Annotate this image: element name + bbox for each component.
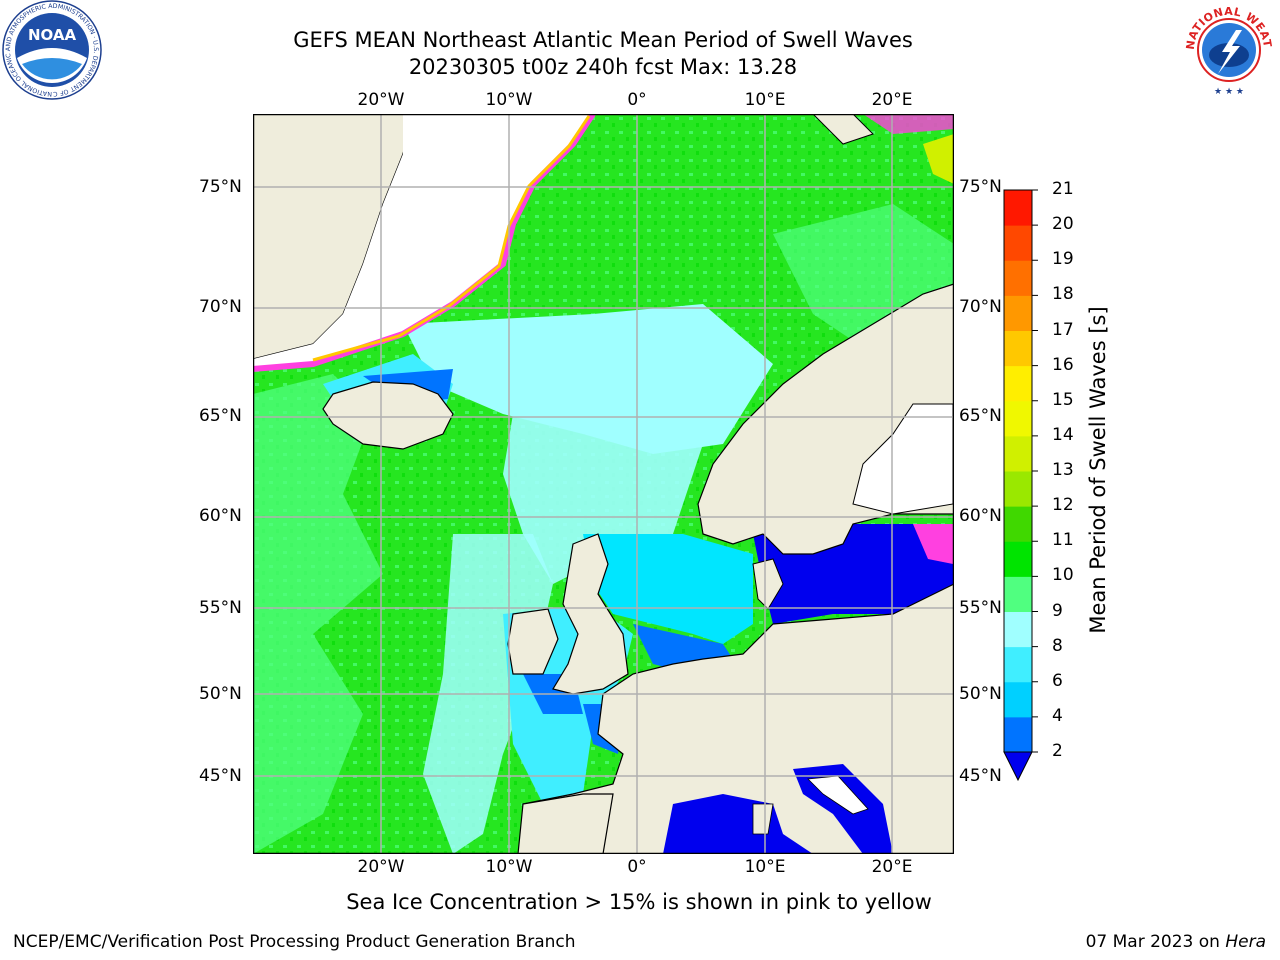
colorbar-tick-label: 8 — [1052, 635, 1063, 656]
colorbar-bin — [1004, 646, 1032, 683]
map-panel — [252, 112, 955, 855]
lon-label-bottom-0: 0° — [627, 857, 647, 877]
lon-label-top-0: 0° — [627, 90, 647, 110]
chart-title: GEFS MEAN Northeast Atlantic Mean Period… — [293, 28, 913, 52]
colorbar-bin — [1004, 611, 1032, 648]
colorbar-tick-label: 17 — [1052, 319, 1074, 340]
colorbar-tick-label: 11 — [1052, 530, 1074, 551]
colorbar-title: Mean Period of Swell Waves [s] — [1086, 306, 1110, 634]
map-gridlines — [253, 114, 954, 854]
lat-label-right-45n: 45°N — [959, 766, 1002, 786]
lat-label-right-75n: 75°N — [959, 177, 1002, 197]
colorbar-bin — [1004, 435, 1032, 472]
lon-label-top-20e: 20°E — [871, 90, 913, 110]
lat-label-right-55n: 55°N — [959, 598, 1002, 618]
date-stamp: 07 Mar 2023 on Hera — [1086, 932, 1266, 952]
colorbar-bin — [1004, 225, 1032, 261]
colorbar-tick-label: 2 — [1052, 741, 1063, 761]
colorbar-tick-label: 4 — [1052, 705, 1063, 726]
mediterranean-swell — [663, 794, 813, 854]
great-britain-land — [552, 533, 629, 695]
lat-label-left-55n: 55°N — [199, 598, 242, 618]
lon-label-top-20w: 20°W — [357, 90, 405, 110]
lat-label-right-65n: 65°N — [959, 406, 1002, 426]
lat-label-left-50n: 50°N — [199, 684, 242, 704]
lat-label-left-70n: 70°N — [199, 297, 242, 317]
lon-label-bottom-20w: 20°W — [357, 857, 405, 877]
colorbar-bin — [1004, 365, 1032, 402]
colorbar-bin — [1004, 716, 1032, 753]
colorbar-tick-label: 19 — [1052, 249, 1074, 270]
iberia-land — [517, 793, 614, 855]
map-frame — [252, 113, 955, 855]
colorbar-bin — [1004, 471, 1032, 507]
iceland-land — [322, 381, 454, 450]
north-sea-swell — [583, 534, 753, 644]
colorbar-tick-label: 6 — [1052, 670, 1063, 691]
lon-label-bottom-10e: 10°E — [744, 857, 786, 877]
colorbar-bin — [1004, 541, 1032, 577]
colorbar — [1000, 186, 1040, 786]
colorbar-tick-label: 13 — [1052, 460, 1074, 480]
colorbar-bin — [1004, 295, 1032, 331]
noaa-logo: NOAA NATIONAL OCEANIC AND ATMOSPHERIC AD… — [0, 0, 104, 100]
lat-label-left-60n: 60°N — [199, 506, 242, 526]
lon-label-top-10e: 10°E — [744, 90, 786, 110]
colorbar-tick-label: 10 — [1052, 565, 1074, 586]
nws-logo: NATIONAL WEATHER SERVICE ★ ★ ★ — [1173, 0, 1280, 100]
colorbar-bin — [1004, 681, 1032, 718]
colorbar-tick-label: 18 — [1052, 284, 1074, 305]
lat-label-right-60n: 60°N — [959, 506, 1002, 526]
colorbar-tick-label: 20 — [1052, 214, 1074, 235]
lat-label-left-65n: 65°N — [199, 406, 242, 426]
lon-label-bottom-10w: 10°W — [485, 857, 533, 877]
date-prefix: 07 Mar 2023 on — [1085, 932, 1226, 952]
colorbar-bin — [1004, 330, 1032, 367]
colorbar-tick-label: 21 — [1052, 179, 1074, 199]
colorbar-tick-label: 15 — [1052, 389, 1074, 410]
credit-text: NCEP/EMC/Verification Post Processing Pr… — [13, 932, 576, 952]
lat-label-left-45n: 45°N — [199, 766, 242, 786]
colorbar-bin — [1004, 576, 1032, 612]
colorbar-bin — [1004, 400, 1032, 437]
lat-label-left-75n: 75°N — [199, 177, 242, 197]
lon-label-bottom-20e: 20°E — [871, 857, 913, 877]
lat-label-right-70n: 70°N — [959, 297, 1002, 317]
svg-text:★ ★ ★: ★ ★ ★ — [1214, 87, 1244, 97]
colorbar-bin — [1004, 190, 1032, 226]
lon-label-top-10w: 10°W — [485, 90, 533, 110]
sea-ice-area — [253, 114, 593, 369]
colorbar-tick-label: 9 — [1052, 600, 1063, 621]
colorbar-tick-label: 16 — [1052, 354, 1074, 375]
chart-subtitle: 20230305 t00z 240h fcst Max: 13.28 — [408, 55, 798, 79]
svg-text:NOAA: NOAA — [28, 26, 77, 44]
host-name: Hera — [1225, 932, 1266, 952]
lat-label-right-50n: 50°N — [959, 684, 1002, 704]
ireland-land — [507, 608, 559, 675]
colorbar-bin — [1004, 506, 1032, 542]
colorbar-tick-label: 12 — [1052, 495, 1074, 516]
colorbar-under-arrow — [1003, 751, 1033, 782]
colorbar-bin — [1004, 260, 1032, 296]
colorbar-tick-label: 14 — [1052, 424, 1074, 445]
